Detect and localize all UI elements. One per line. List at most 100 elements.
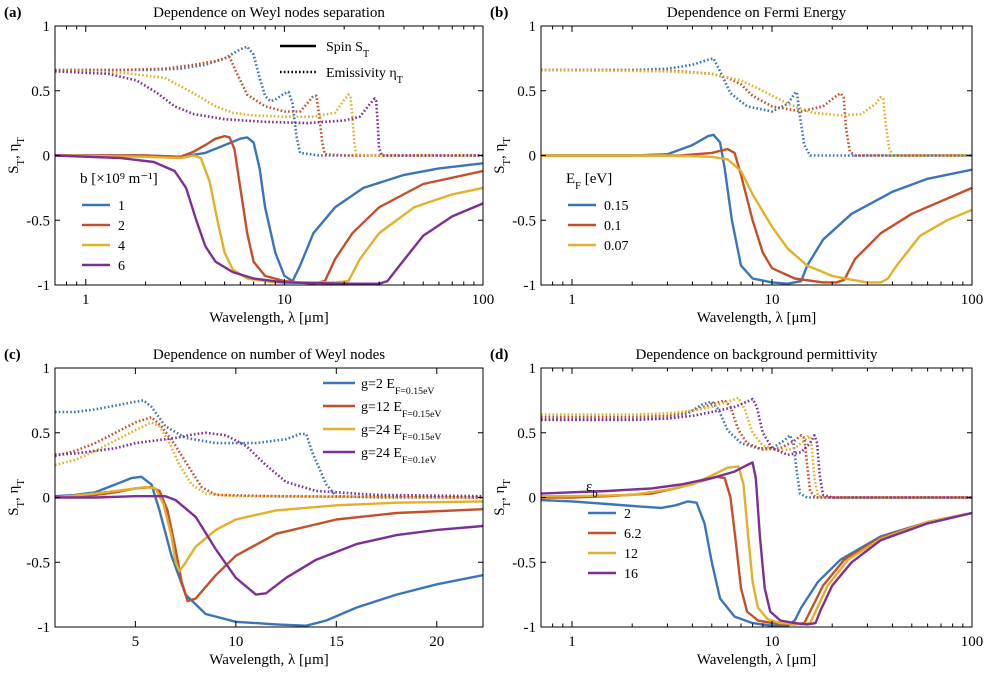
y-tick-label: 0.5 — [517, 84, 536, 100]
series-line-emissivity — [55, 415, 483, 499]
legend-label: g=24 EF=0.15eV — [361, 423, 442, 443]
legend-label: 2 — [624, 507, 631, 522]
y-tick-label: 0 — [529, 491, 537, 507]
legend: g=2 EF=0.15eV g=12 EF=0.15eV g=24 EF=0.15e… — [323, 377, 442, 466]
y-tick-label: 0 — [43, 149, 51, 165]
style-legend-spin-label: Spin ST — [326, 40, 369, 60]
y-tick-label: -0.5 — [512, 213, 536, 229]
legend: εb 2 6.2 12 16 — [586, 479, 642, 582]
x-axis-label: Wavelength, λ [μm] — [697, 652, 817, 668]
plot-area — [541, 396, 972, 627]
x-tick-label: 5 — [132, 634, 140, 650]
series-line-spin — [55, 485, 483, 603]
series-line-spin — [541, 461, 972, 626]
legend: EF [eV] 0.15 0.1 0.07 — [566, 171, 629, 254]
panel-b: -1 -0.5 0 0.5 1 1 10 100 (b) Dependence on Fermi … — [490, 5, 983, 326]
x-tick-label: 100 — [472, 292, 495, 308]
series-line-spin — [541, 147, 972, 284]
series-line-emissivity — [541, 399, 972, 499]
panel-label: (b) — [490, 5, 508, 21]
legend-label: 0.1 — [604, 219, 622, 234]
chart-title: Dependence on Fermi Energy — [667, 5, 847, 21]
x-tick-label: 10 — [277, 292, 292, 308]
series-line-spin — [55, 485, 483, 573]
panel-a: -1 -0.5 0 0.5 1 1 10 100 (a) Dependence on Weyl n… — [4, 5, 494, 326]
series-line-spin — [541, 133, 972, 285]
panel-label: (a) — [4, 5, 22, 21]
y-axis-label: ST, ηT — [6, 479, 27, 516]
series-line-emissivity — [55, 55, 483, 157]
legend-label: 0.15 — [604, 199, 629, 214]
y-tick-label: -1 — [38, 620, 51, 636]
series-line-spin — [541, 154, 972, 284]
legend-label: 1 — [118, 199, 125, 214]
series-line-emissivity — [541, 68, 972, 157]
legend-label: 6 — [118, 259, 125, 274]
legend-label: 4 — [118, 239, 125, 254]
series-line-emissivity — [55, 399, 483, 499]
chart-title: Dependence on background permittivity — [635, 347, 878, 363]
series-line-emissivity — [55, 45, 483, 157]
y-tick-label: -0.5 — [512, 555, 536, 571]
panel-label: (c) — [4, 347, 21, 363]
y-tick-label: 1 — [43, 361, 51, 377]
y-tick-label: 0 — [43, 491, 51, 507]
y-tick-label: 1 — [529, 361, 537, 377]
y-axis-label: ST, ηT — [6, 137, 27, 174]
legend-title: b [×10⁹ m⁻¹] — [80, 171, 158, 187]
y-tick-label: 0.5 — [517, 426, 536, 442]
x-tick-label: 15 — [329, 634, 344, 650]
x-tick-label: 1 — [568, 634, 576, 650]
x-tick-label: 10 — [764, 634, 779, 650]
plot-area — [55, 45, 483, 285]
style-legend-emissivity-label: Emissivity ηT — [326, 66, 403, 86]
legend-label: 0.07 — [604, 239, 629, 254]
series-line-spin — [55, 495, 483, 596]
series-line-spin — [55, 154, 483, 285]
plot-area — [55, 399, 483, 627]
legend-title: εb — [586, 479, 598, 500]
legend-label: g=24 EF=0.1eV — [361, 446, 437, 466]
style-legend: Spin ST Emissivity ηT — [280, 40, 403, 86]
x-tick-label: 10 — [228, 634, 243, 650]
series-line-emissivity — [55, 70, 483, 157]
x-tick-label: 1 — [82, 292, 90, 308]
legend-label: g=2 EF=0.15eV — [361, 377, 435, 397]
y-tick-label: -1 — [524, 278, 537, 294]
series-line-spin — [541, 498, 972, 627]
y-axis-label: ST, ηT — [492, 479, 513, 516]
x-tick-label: 10 — [764, 292, 779, 308]
legend: b [×10⁹ m⁻¹] 1 2 4 6 — [80, 171, 158, 274]
series-line-emissivity — [55, 421, 483, 499]
y-tick-label: 0.5 — [31, 426, 50, 442]
plot-area — [541, 57, 972, 285]
x-axis-label: Wavelength, λ [μm] — [209, 652, 329, 668]
y-tick-label: 0 — [529, 149, 537, 165]
legend-title: EF [eV] — [566, 171, 612, 192]
y-tick-label: 0.5 — [31, 84, 50, 100]
series-line-emissivity — [541, 57, 972, 157]
series-line-spin — [55, 475, 483, 627]
legend-label: 2 — [118, 219, 125, 234]
series-line-spin — [541, 465, 972, 626]
legend-label: 6.2 — [624, 527, 642, 542]
legend-label: 12 — [624, 547, 638, 562]
panel-d: -1 -0.5 0 0.5 1 1 10 100 (d) Dependence on backgr… — [490, 347, 983, 668]
legend-label: 16 — [624, 567, 638, 582]
y-tick-label: -1 — [524, 620, 537, 636]
y-tick-label: 1 — [43, 19, 51, 35]
y-tick-label: 1 — [529, 19, 537, 35]
series-line-emissivity — [541, 68, 972, 157]
x-axis-label: Wavelength, λ [μm] — [209, 310, 329, 326]
legend-label: g=12 EF=0.15eV — [361, 400, 442, 420]
x-tick-label: 1 — [568, 292, 576, 308]
series-line-emissivity — [55, 70, 483, 157]
series-line-emissivity — [541, 397, 972, 499]
x-tick-label: 100 — [961, 292, 984, 308]
y-tick-label: -1 — [38, 278, 51, 294]
x-axis-label: Wavelength, λ [μm] — [697, 310, 817, 326]
y-tick-label: -0.5 — [26, 213, 50, 229]
series-line-emissivity — [55, 431, 483, 498]
x-tick-label: 100 — [961, 634, 984, 650]
